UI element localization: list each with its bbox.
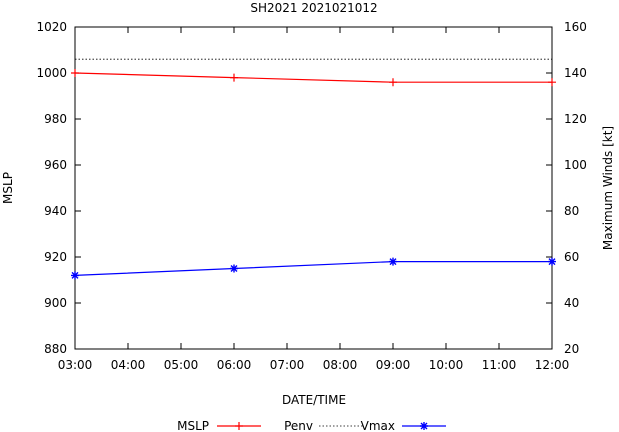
data-point-marker bbox=[389, 78, 397, 87]
x-tick-label: 09:00 bbox=[376, 358, 411, 372]
axis-ticks: 880 900 920 940 960 980 1000 1020 20 40 60 80 100 120… bbox=[36, 20, 586, 372]
y-left-tick-label: 880 bbox=[44, 342, 67, 356]
y-left-tick-label: 960 bbox=[44, 158, 67, 172]
data-point-marker bbox=[71, 69, 79, 77]
x-tick-label: 08:00 bbox=[323, 358, 358, 372]
x-tick-label: 03:00 bbox=[58, 358, 93, 372]
chart-title: SH2021 2021021012 bbox=[250, 1, 377, 15]
data-point-marker bbox=[71, 271, 79, 280]
y-right-tick-label: 160 bbox=[564, 20, 587, 34]
y-right-tick-label: 120 bbox=[564, 112, 587, 126]
data-point-marker bbox=[389, 257, 397, 266]
legend-label-vmax: Vmax bbox=[361, 419, 395, 432]
y-right-tick-label: 20 bbox=[564, 342, 579, 356]
x-tick-label: 07:00 bbox=[270, 358, 305, 372]
y-axis-right-label: Maximum Winds [kt] bbox=[601, 126, 615, 250]
data-point-marker bbox=[548, 78, 556, 87]
legend-label-mslp: MSLP bbox=[177, 419, 209, 432]
series-line-mslp bbox=[74, 72, 552, 83]
x-tick-label: 11:00 bbox=[482, 358, 517, 372]
series-line-vmax bbox=[74, 261, 552, 276]
x-tick-label: 04:00 bbox=[111, 358, 146, 372]
data-point-marker bbox=[230, 73, 238, 82]
data-point-marker bbox=[235, 422, 243, 430]
y-left-tick-label: 1020 bbox=[36, 20, 67, 34]
y-axis-left-label: MSLP bbox=[1, 172, 15, 204]
x-tick-label: 12:00 bbox=[535, 358, 570, 372]
plot-frame bbox=[74, 26, 553, 350]
y-right-tick-label: 140 bbox=[564, 66, 587, 80]
x-tick-label: 10:00 bbox=[429, 358, 464, 372]
y-left-tick-label: 1000 bbox=[36, 66, 67, 80]
y-left-tick-label: 920 bbox=[44, 250, 67, 264]
y-right-tick-label: 40 bbox=[564, 296, 579, 310]
y-right-tick-label: 100 bbox=[564, 158, 587, 172]
x-tick-label: 05:00 bbox=[164, 358, 199, 372]
data-point-marker bbox=[420, 422, 428, 430]
y-left-tick-label: 980 bbox=[44, 112, 67, 126]
series-lines bbox=[71, 58, 556, 280]
y-right-tick-label: 60 bbox=[564, 250, 579, 264]
y-right-tick-label: 80 bbox=[564, 204, 579, 218]
data-point-marker bbox=[548, 257, 556, 266]
legend: MSLP Penv Vmax bbox=[177, 419, 446, 432]
legend-label-penv: Penv bbox=[284, 419, 313, 432]
data-point-marker bbox=[230, 264, 238, 273]
x-tick-label: 06:00 bbox=[217, 358, 252, 372]
y-left-tick-label: 940 bbox=[44, 204, 67, 218]
y-left-tick-label: 900 bbox=[44, 296, 67, 310]
x-axis-label: DATE/TIME bbox=[282, 393, 346, 407]
